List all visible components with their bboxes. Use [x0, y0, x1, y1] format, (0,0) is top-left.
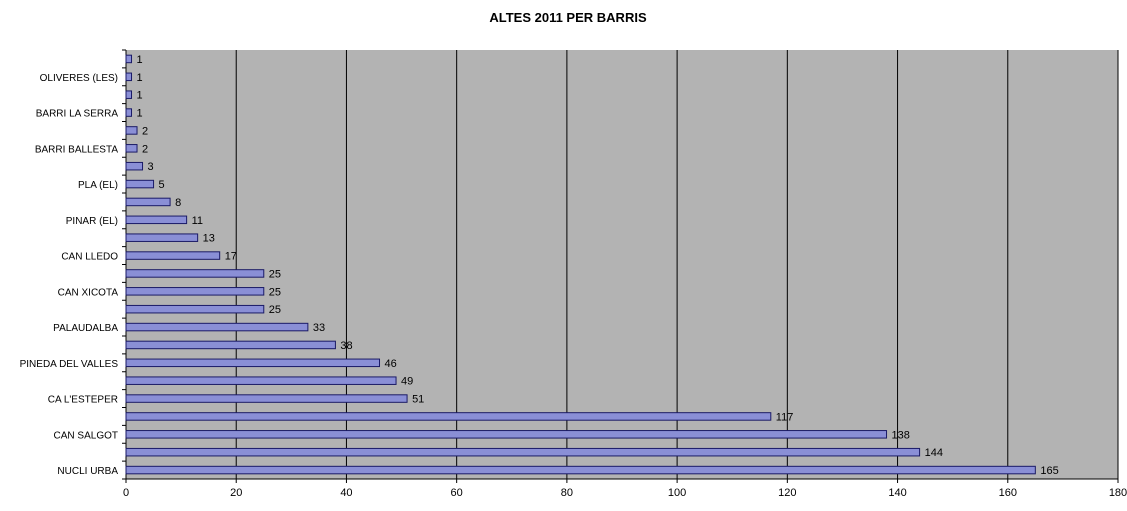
- data-label: 33: [313, 322, 325, 334]
- data-label: 1: [137, 108, 143, 120]
- data-label: 138: [892, 429, 910, 441]
- bar: [125, 197, 171, 207]
- data-label: 13: [203, 233, 215, 245]
- data-label: 11: [192, 215, 203, 227]
- data-label: 2: [142, 125, 148, 137]
- bar: [125, 144, 138, 153]
- x-tick-label: 180: [1109, 487, 1127, 499]
- data-label: 117: [776, 411, 794, 423]
- category-label: CAN XICOTA: [58, 287, 119, 298]
- bar: [125, 251, 221, 260]
- bar: [125, 72, 133, 82]
- bar: [125, 126, 138, 135]
- data-label: 46: [385, 358, 397, 370]
- category-label: CA L'ESTEPER: [48, 395, 118, 406]
- data-label: 38: [340, 340, 352, 352]
- category-label: OLIVERES (LES): [40, 73, 118, 84]
- bar: [125, 340, 336, 350]
- data-label: 1: [137, 90, 143, 102]
- data-label: 25: [269, 268, 281, 280]
- category-label: BARRI LA SERRA: [36, 109, 119, 120]
- data-label: 8: [175, 197, 181, 209]
- bar: [125, 430, 888, 439]
- bar: [125, 287, 265, 296]
- x-tick-label: 140: [888, 487, 906, 499]
- data-label: 2: [142, 143, 148, 155]
- category-label: BARRI BALLESTA: [35, 144, 119, 155]
- bar: [125, 90, 133, 99]
- data-label: 144: [925, 447, 943, 459]
- category-label: PINEDA DEL VALLES: [20, 359, 119, 370]
- x-tick-label: 20: [230, 487, 242, 499]
- data-label: 1: [137, 54, 143, 66]
- data-label: 165: [1040, 465, 1058, 477]
- bar: [125, 358, 381, 368]
- bar: [125, 233, 199, 242]
- bar: [125, 322, 309, 332]
- x-tick-label: 80: [561, 487, 573, 499]
- data-label: 17: [225, 251, 237, 263]
- plot-area: 0 20 40 60 80 100 120 140 160 180 165 NUCLI URBA 144…: [20, 49, 1127, 499]
- chart-title: ALTES 2011 PER BARRIS: [489, 10, 647, 25]
- bar: [125, 215, 188, 225]
- bar: [125, 269, 265, 278]
- bar: [125, 161, 144, 171]
- data-label: 49: [401, 376, 413, 388]
- plot-background: [126, 50, 1118, 479]
- bar: [125, 376, 397, 385]
- category-label: CAN SALGOT: [54, 430, 118, 441]
- data-label: 5: [159, 179, 165, 191]
- bar: [125, 465, 1036, 475]
- x-tick-label: 0: [123, 487, 129, 499]
- data-label: 25: [269, 286, 281, 298]
- bar: [125, 179, 155, 189]
- bar: [125, 108, 133, 117]
- category-label: PLA (EL): [78, 180, 118, 191]
- bar: [125, 54, 133, 64]
- x-tick-label: 40: [340, 487, 352, 499]
- data-label: 25: [269, 304, 281, 316]
- x-tick-label: 100: [668, 487, 686, 499]
- data-label: 51: [412, 394, 424, 406]
- category-label: PALAUDALBA: [53, 323, 118, 334]
- x-tick-label: 120: [778, 487, 796, 499]
- x-tick-label: 60: [451, 487, 463, 499]
- bar: [125, 412, 772, 421]
- category-label: PINAR (EL): [66, 216, 118, 227]
- bar: [125, 304, 265, 314]
- data-label: 3: [148, 161, 154, 173]
- x-tick-label: 160: [999, 487, 1017, 499]
- bar: [125, 394, 408, 403]
- category-label: NUCLI URBA: [57, 466, 118, 477]
- data-label: 1: [137, 72, 143, 84]
- category-label: CAN LLEDO: [61, 252, 118, 263]
- bar: [125, 447, 921, 457]
